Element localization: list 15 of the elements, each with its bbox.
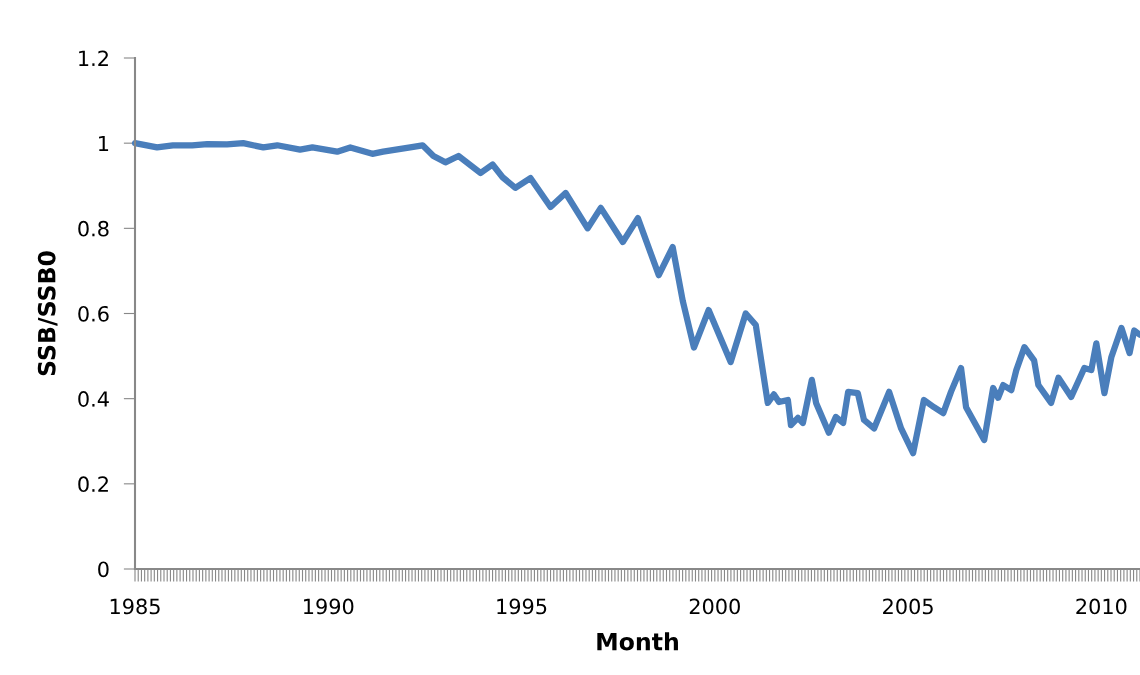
y-tick-label: 1 [99, 135, 109, 152]
x-tick-label: 1995 [497, 598, 547, 615]
y-tick-label: 0.6 [78, 305, 109, 322]
y-tick-label: 1.2 [79, 50, 108, 66]
x-tick-label: 2005 [883, 598, 933, 615]
x-tick-label: 2000 [689, 598, 740, 615]
y-axis-title: SSB/SSB0 [37, 251, 58, 376]
x-tick-label: 1990 [304, 598, 354, 615]
x-axis-title: Month [597, 632, 678, 651]
x-tick-label: 1985 [110, 598, 160, 615]
y-tick-label: 0 [98, 561, 109, 578]
y-tick-label: 0.2 [78, 476, 108, 493]
y-tick-label: 0.4 [78, 391, 109, 407]
y-tick-label: 0.8 [78, 220, 109, 237]
x-tick-label: 2010 [1076, 598, 1127, 615]
